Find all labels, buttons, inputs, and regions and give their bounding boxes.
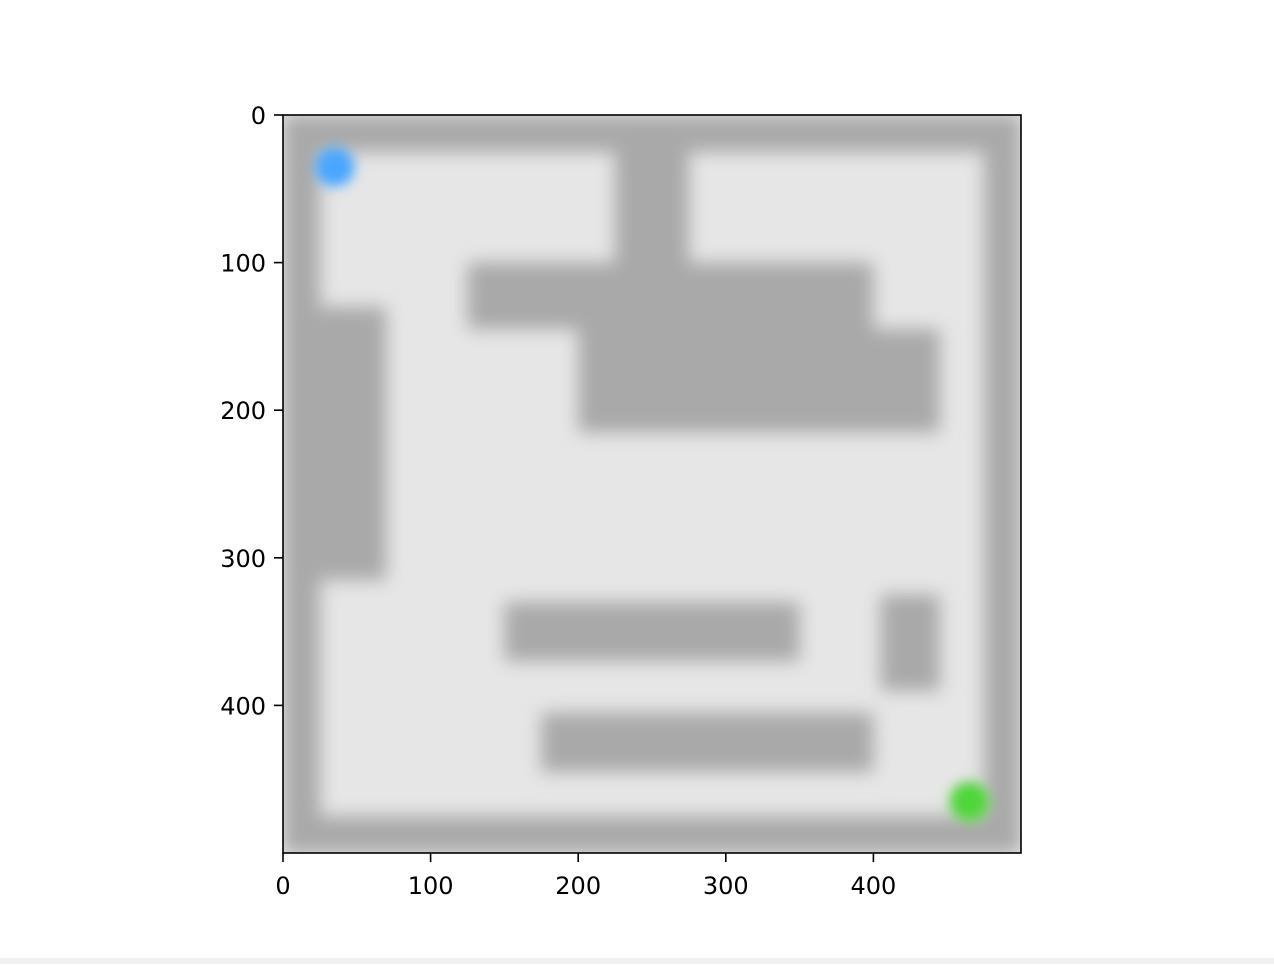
maze-wall-7 <box>320 307 386 580</box>
x-tick-label: 200 <box>555 872 601 900</box>
maze-wall-9 <box>881 595 940 691</box>
x-tick-label: 0 <box>275 872 290 900</box>
y-axis: 0 100 200 300 400 <box>220 102 283 720</box>
y-tick-label: 100 <box>220 250 266 278</box>
y-tick-label: 400 <box>220 692 266 720</box>
x-tick-label: 100 <box>408 872 454 900</box>
maze-wall-4 <box>615 152 689 263</box>
x-tick-label: 300 <box>703 872 749 900</box>
maze-wall-3 <box>984 115 1021 853</box>
goal-marker <box>949 781 989 821</box>
x-tick-label: 400 <box>850 872 896 900</box>
start-marker <box>315 147 355 187</box>
x-axis: 0 100 200 300 400 <box>275 853 896 900</box>
y-tick-label: 300 <box>220 545 266 573</box>
maze-wall-5 <box>468 263 874 329</box>
maze-wall-1 <box>283 816 1021 853</box>
y-tick-label: 0 <box>251 102 266 130</box>
maze-wall-8 <box>504 602 799 661</box>
maze-wall-10 <box>541 713 873 772</box>
bottom-strip <box>0 958 1274 964</box>
maze-wall-6 <box>578 329 940 432</box>
maze-wall-0 <box>283 115 1021 152</box>
maze-image <box>283 115 1021 853</box>
y-tick-label: 200 <box>220 397 266 425</box>
maze-wall-2 <box>283 115 320 853</box>
